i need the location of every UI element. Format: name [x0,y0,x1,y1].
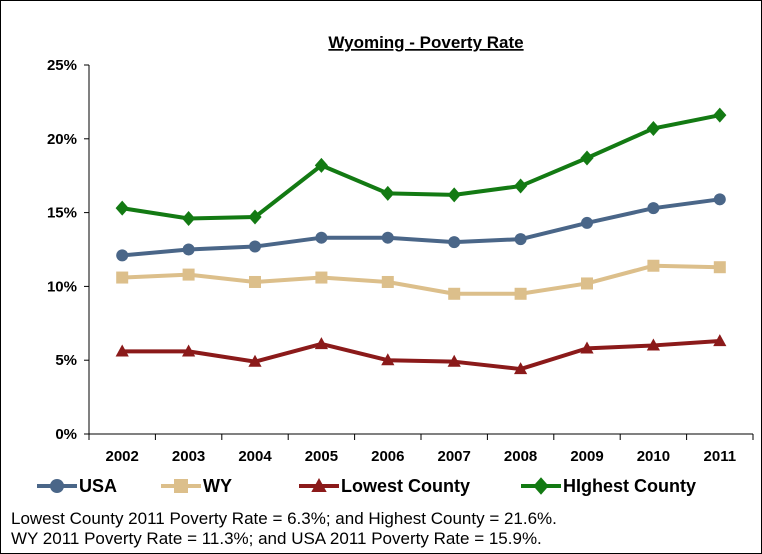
footnote: Lowest County 2011 Poverty Rate = 6.3%; … [11,509,751,549]
data-point-lowest-county [713,334,727,347]
y-tick-label: 20% [47,131,77,148]
x-tick-label: 2011 [704,448,737,465]
footnote-line-2: WY 2011 Poverty Rate = 11.3%; and USA 20… [11,529,542,548]
legend-swatch-marker [174,479,188,493]
data-point-highest-county [447,187,461,203]
x-tick-label: 2006 [371,448,404,465]
data-point-lowest-county [182,344,196,357]
y-tick-label: 25% [47,57,77,74]
data-point-highest-county [514,178,528,194]
series-line-lowest-county [122,339,720,372]
series-line-wy [122,263,720,296]
legend-label: USA [79,476,117,496]
x-tick-label: 2003 [172,448,205,465]
x-tick-label: 2005 [305,448,338,465]
x-tick-label: 2004 [238,448,272,465]
data-point-usa [581,216,593,229]
data-point-usa [713,193,726,206]
data-point-usa [381,231,394,244]
x-tick-label: 2007 [438,448,471,465]
x-tick-label: 2002 [106,448,139,465]
legend-item-lowest-county: Lowest County [299,476,470,496]
data-point-lowest-county [115,344,129,357]
data-point-usa [647,202,660,215]
data-point-wy [116,271,129,284]
data-point-lowest-county [514,362,528,375]
data-point-usa [514,233,527,246]
x-tick-label: 2010 [637,448,670,465]
x-tick-label: 2008 [504,448,537,465]
data-point-wy [647,259,660,272]
data-point-usa [448,236,461,249]
data-point-lowest-county [248,354,262,367]
data-point-usa [249,240,261,253]
data-point-lowest-county [646,338,660,351]
data-point-highest-county [713,107,727,123]
y-tick-label: 5% [55,352,77,369]
series-lowest-county [115,334,727,375]
legend-item-wy: WY [161,476,232,496]
data-point-usa [315,231,328,244]
data-point-wy [713,261,726,274]
data-point-usa [182,243,195,256]
data-point-wy [249,275,261,288]
data-point-lowest-county [314,337,328,350]
series-line-usa [122,197,721,258]
data-point-wy [514,287,527,300]
legend-swatch-marker [50,479,64,493]
legend-item-highest-county: HIghest County [521,476,696,496]
chart-title: Wyoming - Poverty Rate [328,33,523,52]
data-point-wy [381,275,394,288]
series-wy [116,259,726,300]
data-point-wy [182,268,195,281]
data-point-highest-county [182,211,196,227]
footnote-line-1: Lowest County 2011 Poverty Rate = 6.3%; … [11,509,557,528]
legend-label: WY [203,476,232,496]
legend-label: HIghest County [563,476,696,496]
data-point-highest-county [381,185,395,201]
data-point-highest-county [314,157,328,173]
legend-swatch-marker [311,477,327,492]
data-point-wy [315,271,328,284]
data-point-wy [448,287,461,300]
legend-swatch-marker [533,477,549,495]
data-point-lowest-county [580,341,594,354]
series-line-highest-county [121,113,721,221]
legend-label: Lowest County [341,476,470,496]
data-point-highest-county [115,200,129,216]
data-point-wy [581,277,593,290]
chart-svg: Wyoming - Poverty Rate 0% 5% 10% 15% 20% 25% 20… [37,33,754,496]
y-tick-label: 10% [47,278,77,295]
data-point-usa [116,249,129,262]
legend-item-usa: USA [37,476,117,496]
series-usa [116,193,726,262]
data-point-lowest-county [447,354,461,367]
x-tick-label: 2009 [570,448,603,465]
data-point-highest-county [248,209,262,225]
series-highest-county [115,107,727,227]
y-tick-label: 15% [47,205,77,222]
data-point-lowest-county [381,353,395,366]
y-tick-label: 0% [55,426,77,443]
data-point-highest-county [646,120,660,136]
data-point-highest-county [580,150,594,166]
